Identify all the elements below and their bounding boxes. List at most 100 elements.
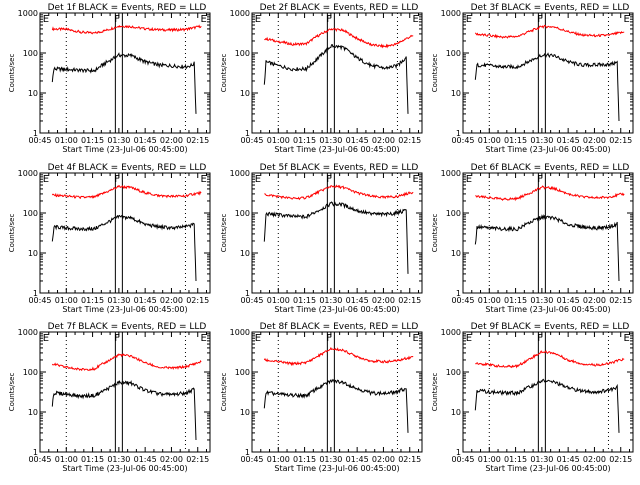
x-axis-label: Start Time (23-Jul-06 00:45:00)	[62, 464, 187, 473]
y-tick-label: 1	[245, 448, 250, 457]
segment-marker-label: F	[326, 14, 332, 25]
panel-6: Det 6f BLACK = Events, RED = LLD 00:45 01:…	[431, 163, 634, 314]
segment-marker-label: E	[255, 174, 261, 185]
segment-marker-label: F	[114, 14, 120, 25]
x-tick-label: 01:30	[530, 455, 553, 464]
x-tick-label: 01:45	[346, 296, 369, 305]
x-tick-label: 01:15	[504, 136, 527, 145]
x-tick-label: 01:15	[504, 296, 527, 305]
lld-series-line	[474, 24, 625, 39]
y-tick-label: 1000	[18, 169, 38, 178]
segment-marker-label: E	[255, 14, 261, 25]
y-tick-label: 1	[456, 448, 461, 457]
segment-marker-label: F	[537, 174, 543, 185]
x-tick-label: 01:45	[134, 455, 157, 464]
plot-frame	[462, 12, 634, 134]
x-tick-label: 01:15	[81, 455, 104, 464]
y-tick-label: 100	[235, 368, 250, 377]
events-series-line	[474, 214, 620, 282]
y-tick-label: 1	[456, 129, 461, 138]
x-tick-label: 01:45	[557, 296, 580, 305]
y-tick-label: 1000	[230, 9, 250, 18]
y-tick-label: 10	[451, 89, 461, 98]
lld-series-line	[264, 184, 414, 201]
segment-marker-label: F	[114, 333, 120, 344]
plot-frame	[462, 172, 634, 294]
y-tick-label: 100	[235, 49, 250, 58]
x-tick-label: 01:15	[293, 136, 316, 145]
y-tick-label: 10	[28, 408, 38, 417]
y-tick-label: 100	[235, 209, 250, 218]
events-series-line	[474, 52, 620, 122]
x-tick-label: 01:00	[267, 296, 290, 305]
y-axis-label: Counts/sec	[8, 373, 16, 412]
segment-marker-label: E	[466, 14, 472, 25]
x-tick-label: 02:00	[583, 136, 606, 145]
y-axis-label: Counts/sec	[8, 54, 16, 93]
segment-marker-label: E	[623, 174, 629, 185]
segment-marker-label: E	[200, 14, 206, 25]
x-tick-label: 02:15	[609, 136, 632, 145]
panel-3: Det 3f BLACK = Events, RED = LLD 00:45 01:…	[431, 3, 634, 154]
x-tick-label: 02:00	[372, 455, 395, 464]
x-tick-label: 00:45	[28, 136, 51, 145]
lld-series-line	[51, 184, 202, 200]
segment-marker-label: E	[623, 333, 629, 344]
lld-series-line	[51, 353, 202, 372]
x-axis-label: Start Time (23-Jul-06 00:45:00)	[62, 305, 187, 314]
x-tick-label: 01:30	[107, 455, 130, 464]
x-tick-label: 01:00	[478, 296, 501, 305]
x-axis-label: Start Time (23-Jul-06 00:45:00)	[62, 145, 187, 154]
y-tick-label: 100	[446, 368, 461, 377]
events-series-line	[51, 380, 197, 441]
x-tick-label: 01:00	[267, 455, 290, 464]
x-axis-label: Start Time (23-Jul-06 00:45:00)	[485, 145, 610, 154]
y-tick-label: 10	[451, 249, 461, 258]
x-axis-label: Start Time (23-Jul-06 00:45:00)	[274, 305, 399, 314]
x-tick-label: 01:15	[81, 136, 104, 145]
panel-title: Det 3f BLACK = Events, RED = LLD	[471, 3, 630, 13]
y-tick-label: 100	[446, 49, 461, 58]
x-tick-label: 02:00	[583, 296, 606, 305]
panel-title: Det 6f BLACK = Events, RED = LLD	[471, 163, 630, 173]
y-tick-label: 1	[456, 289, 461, 298]
x-tick-label: 01:30	[530, 296, 553, 305]
x-tick-label: 01:45	[557, 136, 580, 145]
x-tick-label: 01:45	[134, 296, 157, 305]
x-tick-label: 02:15	[186, 455, 209, 464]
x-tick-label: 02:00	[372, 136, 395, 145]
segment-marker-label: E	[466, 174, 472, 185]
x-tick-label: 01:00	[267, 136, 290, 145]
y-tick-label: 1000	[230, 169, 250, 178]
x-axis-label: Start Time (23-Jul-06 00:45:00)	[274, 145, 399, 154]
x-tick-label: 02:15	[186, 136, 209, 145]
x-tick-label: 01:00	[478, 136, 501, 145]
x-tick-label: 02:15	[398, 455, 421, 464]
y-tick-label: 1000	[441, 9, 461, 18]
plot-frame	[462, 331, 634, 453]
x-tick-label: 01:30	[107, 296, 130, 305]
x-tick-label: 01:45	[557, 455, 580, 464]
segment-marker-label: E	[466, 333, 472, 344]
x-tick-label: 00:45	[240, 455, 263, 464]
events-series-line	[263, 378, 409, 433]
y-tick-label: 100	[23, 368, 38, 377]
x-tick-label: 02:15	[186, 296, 209, 305]
events-series-line	[51, 52, 197, 114]
x-tick-label: 02:00	[372, 296, 395, 305]
segment-marker-label: E	[255, 333, 261, 344]
panel-1: Det 1f BLACK = Events, RED = LLD 00:45 01:…	[8, 3, 211, 154]
panel-title: Det 2f BLACK = Events, RED = LLD	[260, 3, 419, 13]
x-tick-label: 01:15	[293, 296, 316, 305]
lld-series-line	[475, 185, 625, 202]
x-tick-label: 01:30	[319, 136, 342, 145]
events-series-line	[51, 214, 197, 282]
x-tick-label: 02:15	[609, 455, 632, 464]
y-tick-label: 10	[240, 89, 250, 98]
segment-marker-label: F	[326, 333, 332, 344]
y-axis-label: Counts/sec	[431, 214, 439, 253]
x-tick-label: 01:15	[293, 455, 316, 464]
y-tick-label: 1	[245, 129, 250, 138]
y-tick-label: 100	[23, 209, 38, 218]
